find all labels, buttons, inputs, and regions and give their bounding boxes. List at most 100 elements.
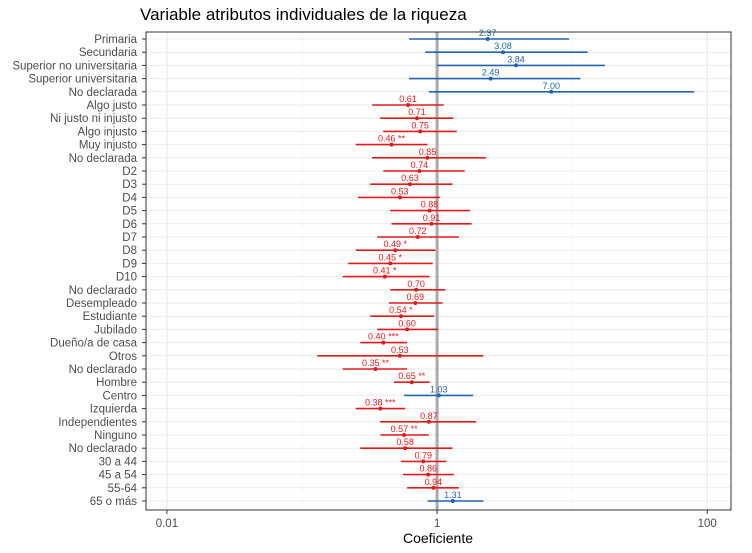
data-label: 0.69 xyxy=(407,292,425,302)
estimate-point xyxy=(398,314,403,319)
estimate-point xyxy=(549,89,554,94)
data-label: 3.08 xyxy=(494,41,512,51)
y-tick-label: Centro xyxy=(102,390,137,402)
data-label: 0.86 xyxy=(419,464,437,474)
y-tick-label: D4 xyxy=(122,192,137,204)
x-tick-label: 1 xyxy=(434,518,440,530)
estimate-point xyxy=(421,459,426,464)
y-tick-label: D9 xyxy=(122,258,137,270)
data-label: 0.94 xyxy=(425,477,443,487)
x-tick-label: 0.01 xyxy=(156,518,178,530)
data-label: 1.03 xyxy=(430,384,448,394)
y-tick-label: D8 xyxy=(122,245,137,257)
data-label: 0.70 xyxy=(407,279,425,289)
y-tick-label: D5 xyxy=(122,206,137,218)
estimate-point xyxy=(402,433,407,437)
data-label: 0.54 * xyxy=(389,305,413,315)
y-tick-label: Secundaria xyxy=(79,47,138,59)
y-tick-label: 65 o más xyxy=(90,496,138,508)
y-tick-label: Primaria xyxy=(94,34,137,46)
y-tick-label: D7 xyxy=(122,232,137,244)
data-label: 0.87 xyxy=(420,411,438,421)
y-tick-label: D2 xyxy=(122,166,137,178)
data-label: 0.79 xyxy=(414,450,432,460)
y-tick-label: No declarada xyxy=(69,87,138,99)
estimate-point xyxy=(417,169,422,173)
data-label: 0.65 ** xyxy=(398,371,426,381)
y-tick-label: Superior no universitaria xyxy=(12,60,137,72)
estimate-point xyxy=(406,103,411,107)
data-label: 2.37 xyxy=(479,28,497,38)
data-label: 0.91 xyxy=(423,213,441,223)
data-label: 0.72 xyxy=(409,226,427,236)
y-tick-label: No declarada xyxy=(69,153,138,165)
data-label: 3.84 xyxy=(507,54,525,64)
chart-title: Variable atributos individuales de la ri… xyxy=(140,5,467,24)
estimate-point xyxy=(426,472,431,477)
y-tick-label: No declarado xyxy=(69,285,137,297)
y-tick-label: Jubilado xyxy=(94,324,137,336)
y-tick-label: Ninguno xyxy=(94,430,137,442)
y-tick-label: Izquierda xyxy=(90,404,138,416)
y-tick-label: Independientes xyxy=(58,417,137,429)
y-tick-label: Algo injusto xyxy=(78,126,137,138)
data-label: 0.40 *** xyxy=(368,332,399,342)
estimate-point xyxy=(485,37,490,41)
y-tick-label: Hombre xyxy=(96,377,137,389)
y-tick-label: Algo justo xyxy=(86,100,137,112)
data-label: 1.31 xyxy=(444,490,462,500)
data-label: 0.71 xyxy=(408,107,426,117)
y-tick-label: Estudiante xyxy=(83,311,137,323)
estimate-point xyxy=(378,406,383,411)
estimate-point xyxy=(414,116,419,121)
data-label: 0.88 xyxy=(421,200,439,210)
y-tick-label: No declarado xyxy=(69,364,137,376)
data-label: 0.53 xyxy=(391,186,409,196)
data-label: 0.41 * xyxy=(373,266,397,276)
estimate-point xyxy=(407,182,412,187)
plot-area: 2.37 3.08 3.84 2.49 7.00 0.61 0.71 0.75 0.46 ** 0… xyxy=(145,28,732,511)
y-tick-label: Ni justo ni injusto xyxy=(50,113,137,125)
estimate-point xyxy=(436,393,441,398)
y-tick-label: D10 xyxy=(116,272,137,284)
y-tick-label: Dueño/a de casa xyxy=(50,338,138,350)
y-tick-label: D6 xyxy=(122,219,137,231)
data-label: 0.45 * xyxy=(378,252,402,262)
estimate-point xyxy=(425,155,430,160)
data-label: 0.49 * xyxy=(383,239,407,249)
estimate-point xyxy=(393,248,398,253)
estimate-point xyxy=(381,340,386,345)
estimate-point xyxy=(373,367,378,371)
estimate-point xyxy=(413,301,418,305)
data-label: 0.75 xyxy=(411,120,429,130)
x-tick-label: 100 xyxy=(698,518,717,530)
data-label: 0.60 xyxy=(398,318,416,328)
estimate-point xyxy=(513,63,518,68)
y-tick-label: Superior universitaria xyxy=(28,74,137,86)
y-tick-label: Muy injusto xyxy=(79,140,137,152)
estimate-point xyxy=(427,208,432,213)
y-tick-label: No declarado xyxy=(69,443,137,455)
data-label: 0.35 ** xyxy=(362,358,390,368)
data-label: 0.58 xyxy=(396,437,414,447)
estimate-point xyxy=(397,353,402,358)
estimate-point xyxy=(488,76,493,81)
y-tick-label: 45 a 54 xyxy=(99,470,138,482)
data-label: 0.38 *** xyxy=(365,398,396,408)
y-tick-label: Otros xyxy=(109,351,137,363)
data-label: 0.74 xyxy=(411,160,429,170)
panel-border xyxy=(145,31,732,511)
estimate-point xyxy=(403,446,408,451)
data-label: 2.49 xyxy=(482,68,500,78)
data-label: 0.63 xyxy=(401,173,419,183)
interval-layer: 2.37 3.08 3.84 2.49 7.00 0.61 0.71 0.75 0.46 ** 0… xyxy=(317,28,695,503)
estimate-point xyxy=(431,485,436,490)
y-tick-label: 55-64 xyxy=(108,483,138,495)
data-label: 0.85 xyxy=(419,147,437,157)
estimate-point xyxy=(429,221,434,226)
estimate-point xyxy=(414,287,419,292)
data-label: 7.00 xyxy=(542,81,560,91)
y-tick-label: 30 a 44 xyxy=(99,456,138,468)
